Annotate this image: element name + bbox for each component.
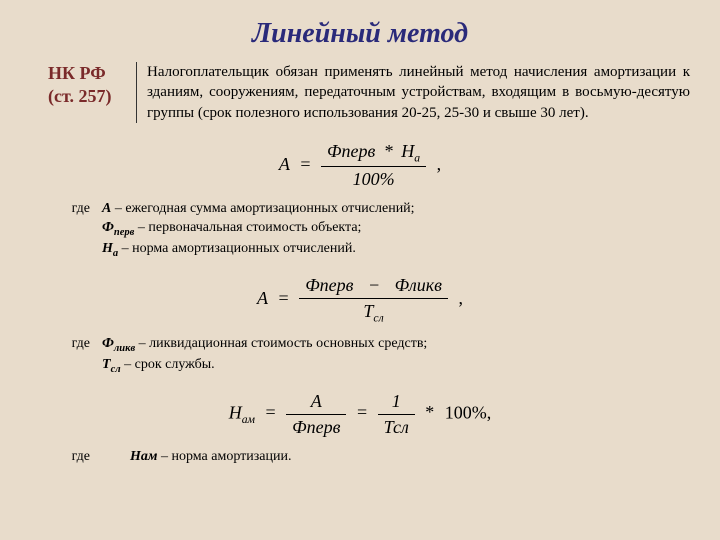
f1-num-op: *	[380, 141, 397, 161]
header-text: Налогоплательщик обязан применять линейн…	[137, 62, 690, 123]
def-block-2: где Фликв – ликвидационная стоимость осн…	[0, 333, 720, 383]
equals-sign: =	[273, 288, 295, 308]
def-label-2: где	[48, 335, 102, 377]
comma: ,	[431, 154, 442, 174]
d1-l2-text: – первоначальная стоимость объекта;	[134, 220, 361, 235]
d1-l1-sym: А	[102, 201, 111, 216]
d2-l2-sub: сл	[111, 364, 121, 375]
f3-frac1-den: Фперв	[286, 415, 346, 438]
f3-tail: 100%,	[445, 402, 492, 422]
formula-3: Нам = А Фперв = 1 Тсл * 100%,	[0, 383, 720, 446]
f3-frac2-num: 1	[378, 391, 415, 415]
f2-den-sub: сл	[373, 312, 383, 325]
d3-sym: Нам	[130, 449, 157, 464]
def-label-1: где	[48, 200, 102, 261]
f1-num-v2: Н	[401, 141, 414, 161]
def-text-2: Фликв – ликвидационная стоимость основны…	[102, 335, 672, 377]
f3-frac1-num: А	[286, 391, 346, 415]
ref-line1: НК РФ	[48, 63, 106, 83]
f2-num-v1: Фперв	[305, 275, 353, 295]
def-text-3: Нам – норма амортизации.	[102, 448, 672, 467]
formula-1: А = Фперв * На 100% ,	[0, 133, 720, 199]
f1-num-v2-sub: а	[414, 151, 420, 164]
def-block-3: где Нам – норма амортизации.	[0, 446, 720, 473]
f3-lhs: Н	[229, 402, 242, 422]
equals-sign: =	[351, 402, 373, 422]
def-label-3: где	[48, 448, 102, 467]
page-title: Линейный метод	[0, 0, 720, 62]
d1-l2-sub: перв	[114, 227, 134, 238]
d2-l1-sym: Ф	[102, 336, 114, 351]
d2-l1-sub: ликв	[114, 343, 135, 354]
f1-lhs: А	[279, 154, 290, 174]
header-block: НК РФ (ст. 257) Налогоплательщик обязан …	[0, 62, 720, 133]
d2-l2-text: – срок службы.	[121, 357, 215, 372]
f3-lhs-sub: ам	[242, 413, 255, 426]
f1-num-v1: Фперв	[327, 141, 375, 161]
d1-l2-sym: Ф	[102, 220, 114, 235]
formula-2: А = Фперв − Фликв Тсл ,	[0, 267, 720, 333]
equals-sign: =	[294, 154, 316, 174]
equals-sign: =	[260, 402, 282, 422]
def-block-1: где А – ежегодная сумма амортизационных …	[0, 198, 720, 267]
f2-den: Т	[363, 301, 373, 321]
ref-line2: (ст. 257)	[48, 86, 111, 106]
f2-num-op: −	[358, 275, 390, 295]
f2-lhs: А	[257, 288, 268, 308]
reference-label: НК РФ (ст. 257)	[48, 62, 137, 123]
d2-l1-text: – ликвидационная стоимость основных сред…	[135, 336, 427, 351]
def-text-1: А – ежегодная сумма амортизационных отчи…	[102, 200, 672, 261]
d1-l3-sym: Н	[102, 241, 113, 256]
f3-frac2-den: Тсл	[378, 415, 415, 438]
d1-l3-text: – норма амортизационных отчислений.	[118, 241, 356, 256]
d2-l2-sym: Т	[102, 357, 111, 372]
f2-num-v2: Фликв	[395, 275, 442, 295]
d1-l1-text: – ежегодная сумма амортизационных отчисл…	[111, 201, 414, 216]
times-sign: *	[419, 402, 440, 422]
f1-den: 100%	[321, 167, 426, 190]
comma: ,	[452, 288, 463, 308]
d3-text: – норма амортизации.	[157, 449, 291, 464]
